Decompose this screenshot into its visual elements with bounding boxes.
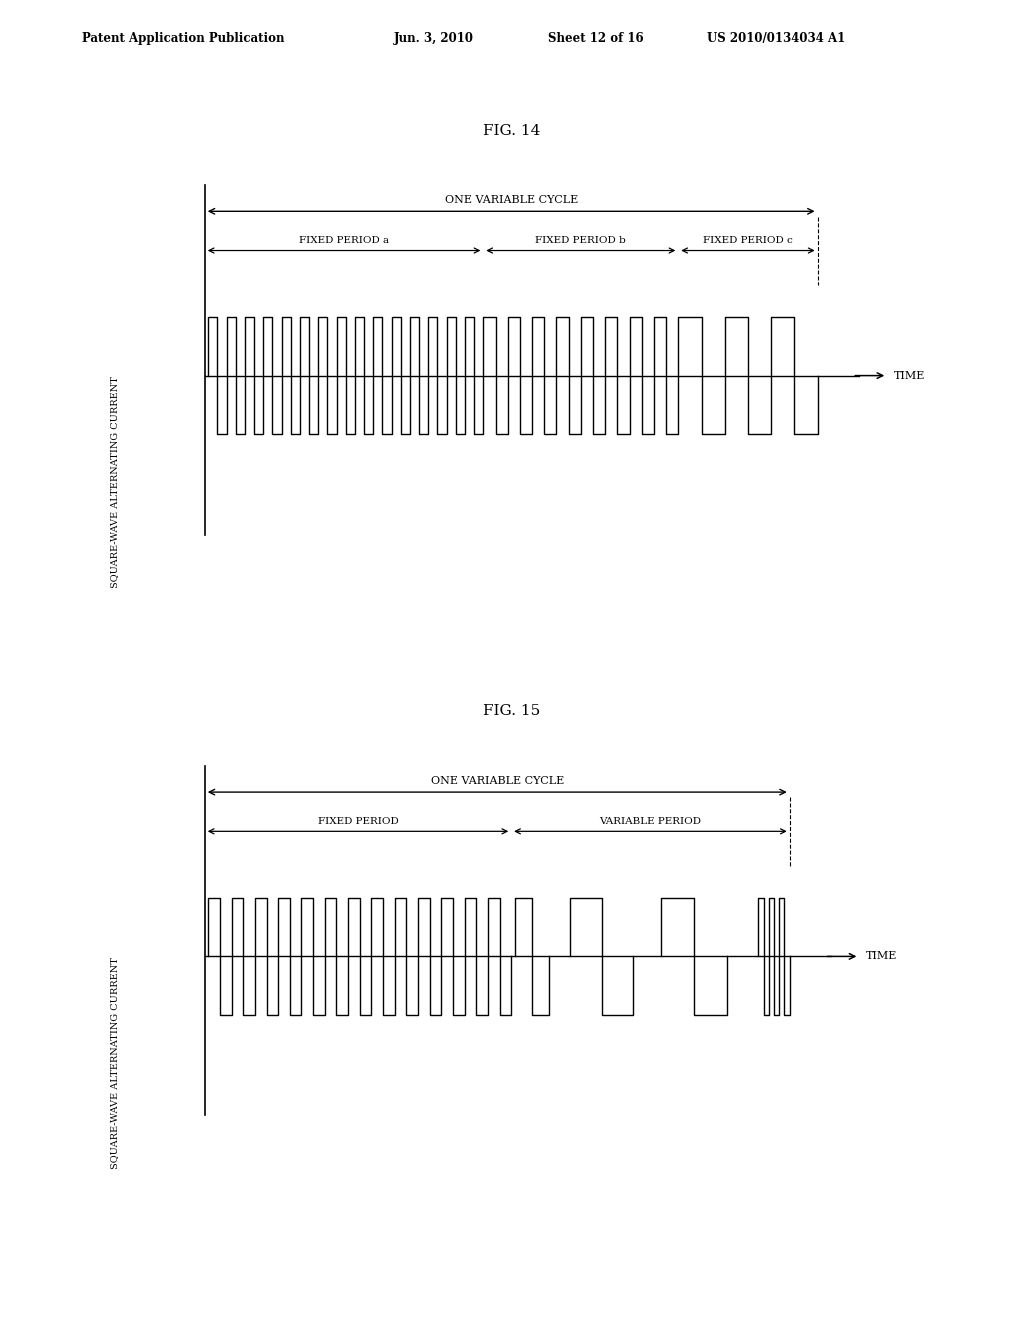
Text: FIG. 14: FIG. 14 xyxy=(483,124,541,137)
Text: Jun. 3, 2010: Jun. 3, 2010 xyxy=(394,32,474,45)
Text: Sheet 12 of 16: Sheet 12 of 16 xyxy=(548,32,643,45)
Text: US 2010/0134034 A1: US 2010/0134034 A1 xyxy=(707,32,845,45)
Text: ONE VARIABLE CYCLE: ONE VARIABLE CYCLE xyxy=(431,776,564,785)
Text: ONE VARIABLE CYCLE: ONE VARIABLE CYCLE xyxy=(444,195,578,205)
Text: SQUARE-WAVE ALTERNATING CURRENT: SQUARE-WAVE ALTERNATING CURRENT xyxy=(110,957,119,1170)
Text: Patent Application Publication: Patent Application Publication xyxy=(82,32,285,45)
Text: FIXED PERIOD b: FIXED PERIOD b xyxy=(536,236,627,246)
Text: FIXED PERIOD a: FIXED PERIOD a xyxy=(299,236,389,246)
Text: FIXED PERIOD: FIXED PERIOD xyxy=(317,817,398,826)
Text: FIG. 15: FIG. 15 xyxy=(483,705,541,718)
Text: FIXED PERIOD c: FIXED PERIOD c xyxy=(703,236,793,246)
Text: SQUARE-WAVE ALTERNATING CURRENT: SQUARE-WAVE ALTERNATING CURRENT xyxy=(110,376,119,589)
Text: TIME: TIME xyxy=(894,371,926,380)
Text: VARIABLE PERIOD: VARIABLE PERIOD xyxy=(599,817,701,826)
Text: TIME: TIME xyxy=(866,952,898,961)
